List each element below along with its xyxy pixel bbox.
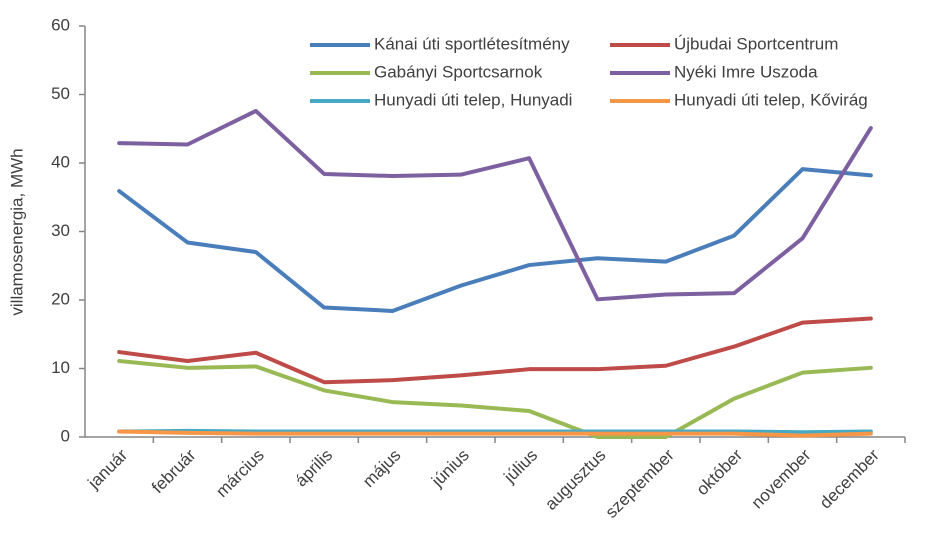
x-tick-label: augusztus [541, 446, 609, 514]
legend: Kánai úti sportlétesítmény Újbudai Sportc… [305, 30, 903, 116]
x-tick-label: december [816, 445, 883, 512]
legend-label: Nyéki Imre Uszoda [674, 62, 818, 81]
x-tick-label: július [500, 446, 542, 488]
series-line [117, 316, 873, 385]
x-tick-label: november [748, 445, 815, 512]
y-tick-label: 20 [51, 289, 70, 308]
legend-box [305, 30, 903, 116]
series-line [117, 108, 873, 302]
series-line [117, 428, 873, 435]
series-line [117, 358, 873, 439]
legend-label: Hunyadi úti telep, Hunyadi [374, 90, 572, 109]
x-tick-label: május [359, 446, 405, 492]
y-tick-label: 10 [51, 358, 70, 377]
series-line [117, 429, 873, 438]
x-tick-label: október [693, 445, 747, 499]
x-tick-label: március [212, 446, 268, 502]
y-tick-label: 50 [51, 84, 70, 103]
x-tick-label: június [427, 446, 473, 492]
legend-label: Kánai úti sportlétesítmény [374, 34, 570, 53]
legend-label: Újbudai Sportcentrum [674, 34, 838, 53]
y-axis-title: villamosenergia, MWh [7, 148, 26, 315]
legend-label: Hunyadi úti telep, Kővirág [674, 90, 868, 109]
x-tick-label: január [84, 445, 132, 493]
x-tick-label: szeptember [602, 445, 678, 521]
x-tick-label: február [148, 445, 200, 497]
series-line [117, 167, 873, 313]
y-tick-label: 30 [51, 221, 70, 240]
y-tick-label: 40 [51, 152, 70, 171]
y-tick-label: 60 [51, 15, 70, 34]
y-tick-label: 0 [61, 426, 70, 445]
legend-label: Gabányi Sportcsarnok [374, 62, 543, 81]
x-tick-label: április [291, 446, 336, 491]
